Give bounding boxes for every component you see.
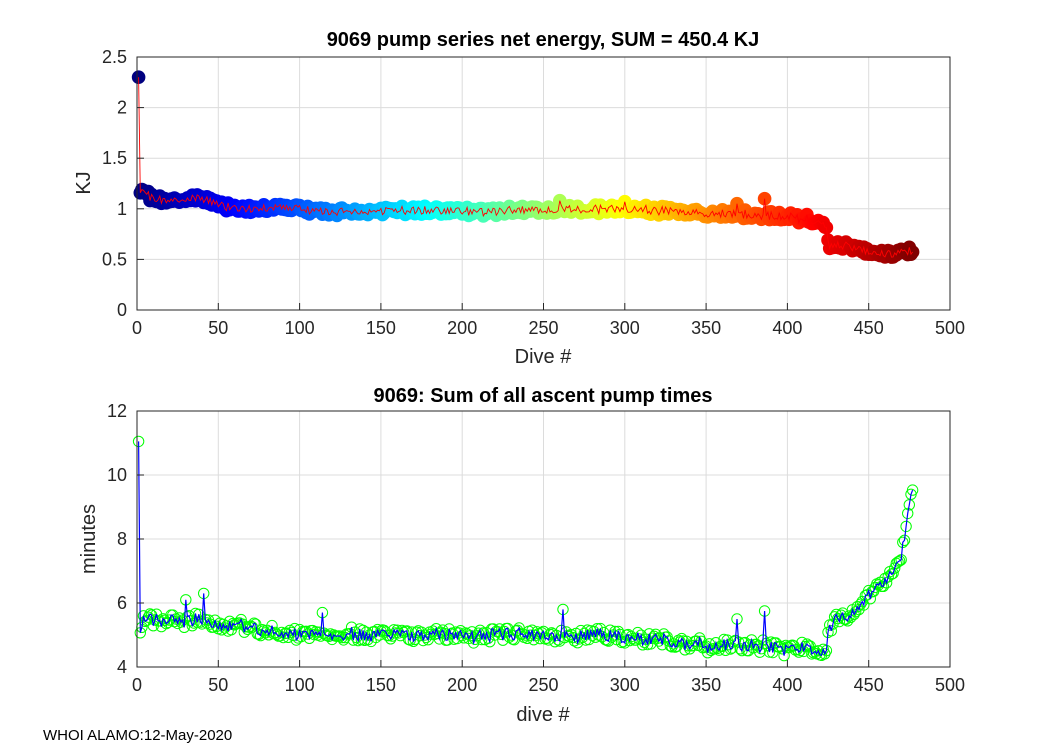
pump-time-trend-line bbox=[138, 441, 914, 657]
pump-time-data-point bbox=[902, 507, 914, 520]
pump-time-y-ticks: 4 6 8 10 12 bbox=[107, 401, 144, 677]
pump-time-data-point bbox=[892, 556, 904, 568]
energy-x-tick-label: 250 bbox=[528, 318, 558, 338]
pump-time-data-point bbox=[513, 622, 525, 634]
pump-time-y-tick-label: 10 bbox=[107, 465, 127, 485]
pump-time-data-point bbox=[666, 641, 678, 653]
energy-x-tick-label: 50 bbox=[208, 318, 228, 338]
pump-time-data-point bbox=[664, 640, 676, 652]
energy-y-axis-label: KJ bbox=[73, 171, 95, 194]
energy-x-tick-label: 150 bbox=[366, 318, 396, 338]
pump-time-x-tick-label: 450 bbox=[854, 675, 884, 695]
pump-time-data-point bbox=[248, 617, 260, 629]
pump-time-x-tick-label: 250 bbox=[528, 675, 558, 695]
energy-x-tick-label: 350 bbox=[691, 318, 721, 338]
energy-y-ticks: 0 0.5 1 1.5 2 2.5 bbox=[102, 47, 144, 320]
pump-time-data-point bbox=[654, 632, 667, 644]
energy-x-ticks: 0 50 100 150 200 250 300 350 400 450 500 bbox=[132, 303, 965, 338]
energy-y-tick-label: 0 bbox=[117, 300, 127, 320]
pump-time-data-point bbox=[637, 639, 649, 651]
energy-x-tick-label: 450 bbox=[854, 318, 884, 338]
pump-time-data-point bbox=[443, 623, 455, 635]
pump-time-data-point bbox=[632, 626, 644, 639]
pump-time-y-tick-label: 4 bbox=[117, 657, 127, 677]
pump-time-series-line bbox=[138, 441, 914, 657]
pump-time-data-point bbox=[266, 619, 278, 632]
energy-x-tick-label: 500 bbox=[935, 318, 965, 338]
energy-y-tick-label: 1 bbox=[117, 199, 127, 219]
pump-time-x-axis-label: dive # bbox=[516, 704, 570, 726]
pump-time-data-point bbox=[877, 580, 889, 592]
pump-time-x-tick-label: 300 bbox=[610, 675, 640, 695]
pump-time-data-point bbox=[841, 615, 854, 627]
energy-y-tick-label: 2.5 bbox=[102, 47, 127, 67]
pump-time-y-axis-label: minutes bbox=[78, 504, 100, 574]
energy-x-tick-label: 200 bbox=[447, 318, 477, 338]
pump-time-axes: 9069: Sum of all ascent pump times dive … bbox=[78, 385, 965, 726]
energy-x-tick-label: 300 bbox=[610, 318, 640, 338]
energy-x-tick-label: 400 bbox=[772, 318, 802, 338]
pump-time-x-tick-label: 150 bbox=[366, 675, 396, 695]
energy-x-tick-label: 100 bbox=[285, 318, 315, 338]
pump-time-data-point bbox=[711, 642, 724, 654]
pump-time-data-point bbox=[167, 609, 179, 621]
pump-time-data-point bbox=[885, 568, 898, 580]
pump-time-x-tick-label: 500 bbox=[935, 675, 965, 695]
pump-time-data-point bbox=[887, 567, 899, 580]
pump-time-data-point bbox=[840, 613, 852, 625]
energy-x-axis-label: Dive # bbox=[515, 346, 573, 368]
energy-x-tick-label: 0 bbox=[132, 318, 142, 338]
energy-axes: 9069 pump series net energy, SUM = 450.4… bbox=[73, 29, 965, 368]
pump-time-data-point bbox=[323, 630, 335, 642]
pump-time-x-ticks: 0 50 100 150 200 250 300 350 400 450 500 bbox=[132, 660, 965, 695]
pump-time-x-tick-label: 200 bbox=[447, 675, 477, 695]
pump-time-x-tick-label: 100 bbox=[285, 675, 315, 695]
pump-time-data-point bbox=[614, 628, 626, 641]
energy-series-line bbox=[138, 77, 913, 258]
pump-time-x-tick-label: 400 bbox=[772, 675, 802, 695]
energy-chart-title: 9069 pump series net energy, SUM = 450.4… bbox=[327, 29, 760, 51]
pump-time-data-point bbox=[893, 555, 906, 567]
pump-time-x-tick-label: 50 bbox=[208, 675, 228, 695]
pump-time-data-point bbox=[880, 577, 893, 589]
pump-time-data-point bbox=[776, 643, 789, 655]
energy-y-tick-label: 1.5 bbox=[102, 148, 127, 168]
pump-time-data-point bbox=[906, 484, 919, 496]
pump-time-data-point bbox=[497, 634, 509, 646]
energy-y-tick-label: 2 bbox=[117, 98, 127, 118]
pump-time-y-tick-label: 12 bbox=[107, 401, 127, 421]
pump-time-data-point bbox=[825, 625, 837, 637]
pump-time-data-point bbox=[858, 599, 870, 611]
energy-trend-line bbox=[138, 77, 913, 258]
footer-credit: WHOI ALAMO:12-May-2020 bbox=[43, 727, 233, 744]
pump-time-data-point bbox=[568, 635, 581, 647]
pump-time-x-tick-label: 350 bbox=[691, 675, 721, 695]
pump-time-y-tick-label: 8 bbox=[117, 529, 127, 549]
pump-time-x-tick-label: 0 bbox=[132, 675, 142, 695]
pump-time-data-point bbox=[474, 624, 486, 636]
pump-time-data-point bbox=[360, 626, 372, 638]
pump-time-y-tick-label: 6 bbox=[117, 593, 127, 613]
pump-time-data-point bbox=[259, 627, 272, 639]
energy-y-tick-label: 0.5 bbox=[102, 249, 127, 269]
pump-time-data-point bbox=[575, 624, 587, 637]
pump-time-chart-title: 9069: Sum of all ascent pump times bbox=[374, 385, 713, 407]
